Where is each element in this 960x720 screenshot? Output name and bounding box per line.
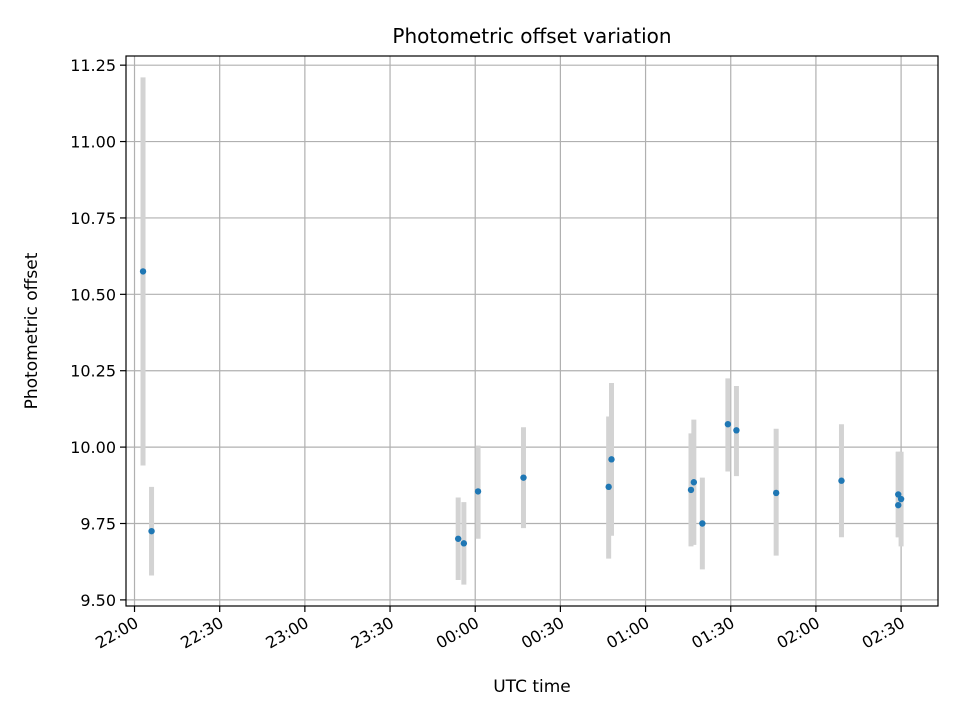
data-point (608, 456, 615, 463)
x-tick-label: 23:30 (348, 613, 397, 653)
point-layer (139, 268, 905, 547)
x-tick-label: 23:00 (262, 613, 311, 653)
data-point (139, 268, 147, 275)
data-point (148, 527, 155, 535)
data-point (724, 420, 732, 428)
data-point (838, 477, 845, 484)
errorbar-layer (140, 77, 904, 585)
x-tick-label: 22:30 (177, 613, 226, 653)
data-point (895, 491, 902, 498)
y-tick-label: 9.75 (80, 515, 116, 534)
x-tick-label: 01:30 (688, 613, 737, 653)
y-tick-label: 10.25 (70, 362, 116, 381)
y-tick-label: 10.00 (70, 438, 116, 457)
x-tick-label: 00:30 (518, 613, 567, 653)
chart-title: Photometric offset variation (392, 24, 671, 48)
y-axis-title: Photometric offset (22, 252, 42, 409)
data-point (699, 520, 706, 527)
x-tick-label: 00:00 (433, 613, 482, 653)
x-tick-label: 22:00 (92, 613, 141, 653)
data-point (772, 489, 780, 497)
data-point (733, 427, 740, 434)
data-point (895, 501, 902, 509)
y-tick-label: 10.75 (70, 209, 116, 228)
y-tick-label: 11.25 (70, 56, 116, 75)
x-axis-title: UTC time (493, 677, 571, 697)
data-point (454, 535, 462, 542)
data-point (690, 479, 698, 486)
data-point (687, 486, 695, 494)
data-point (897, 495, 905, 503)
y-tick-label: 11.00 (70, 133, 116, 152)
x-tick-label: 02:00 (773, 613, 822, 653)
plot-frame (125, 55, 939, 607)
data-point (474, 488, 482, 495)
data-point (605, 483, 612, 491)
x-tick-label: 01:00 (603, 613, 652, 653)
data-point (460, 540, 468, 547)
y-tick-label: 9.50 (80, 591, 116, 610)
y-tick-label: 10.50 (70, 285, 116, 304)
x-tick-label: 02:30 (859, 613, 908, 653)
grid-layer (126, 56, 938, 606)
tick-layer: 22:00 22:30 23:00 23:30 00:00 00:30 01:00 01:30… (70, 56, 908, 652)
data-point (520, 474, 527, 481)
